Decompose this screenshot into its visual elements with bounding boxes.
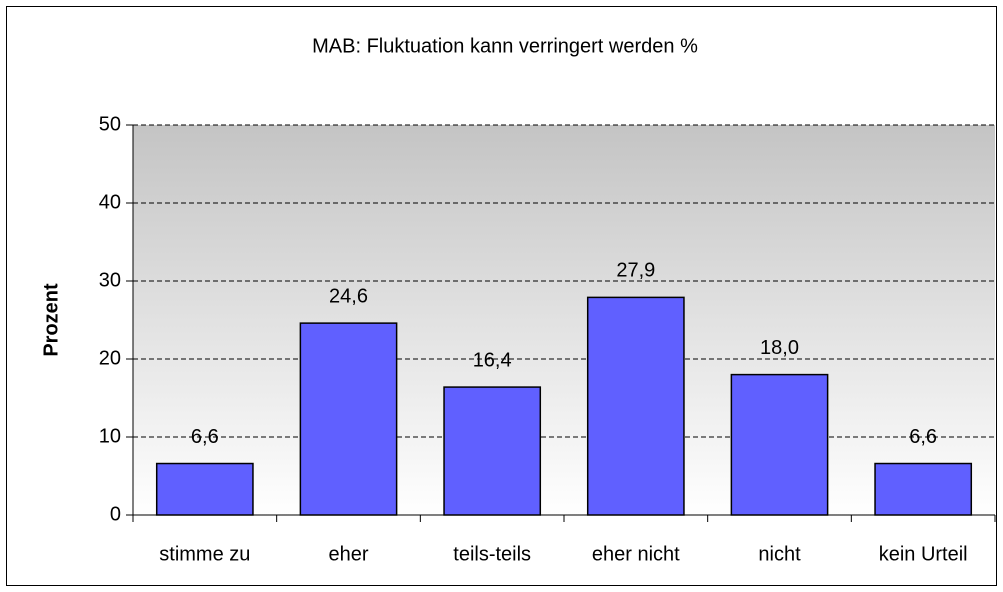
x-tick-label: teils-teils [453, 543, 531, 565]
data-label: 27,9 [616, 260, 655, 282]
x-tick-label: eher [328, 543, 368, 565]
data-label: 6,6 [909, 426, 937, 448]
x-tick-label: stimme zu [159, 543, 250, 565]
bar [730, 373, 829, 516]
bar [155, 462, 254, 516]
bar [299, 322, 398, 516]
x-tick-label: eher nicht [592, 543, 680, 565]
y-tick-label: 40 [99, 191, 121, 213]
chart-title: MAB: Fluktuation kann verringert werden … [312, 35, 698, 57]
y-tick-label: 50 [99, 113, 121, 135]
data-label: 16,4 [473, 349, 512, 371]
y-axis-label: Prozent [40, 283, 62, 357]
x-tick-label: nicht [758, 543, 801, 565]
y-tick-label: 0 [110, 503, 121, 525]
data-label: 24,6 [329, 285, 368, 307]
y-tick-label: 30 [99, 269, 121, 291]
bar [874, 462, 973, 516]
plot-area [133, 125, 995, 515]
y-tick-label: 20 [99, 347, 121, 369]
y-tick-label: 10 [99, 425, 121, 447]
data-label: 18,0 [760, 337, 799, 359]
data-label: 6,6 [191, 426, 219, 448]
bar [443, 386, 542, 516]
x-tick-label: kein Urteil [879, 543, 968, 565]
bar [586, 296, 685, 516]
